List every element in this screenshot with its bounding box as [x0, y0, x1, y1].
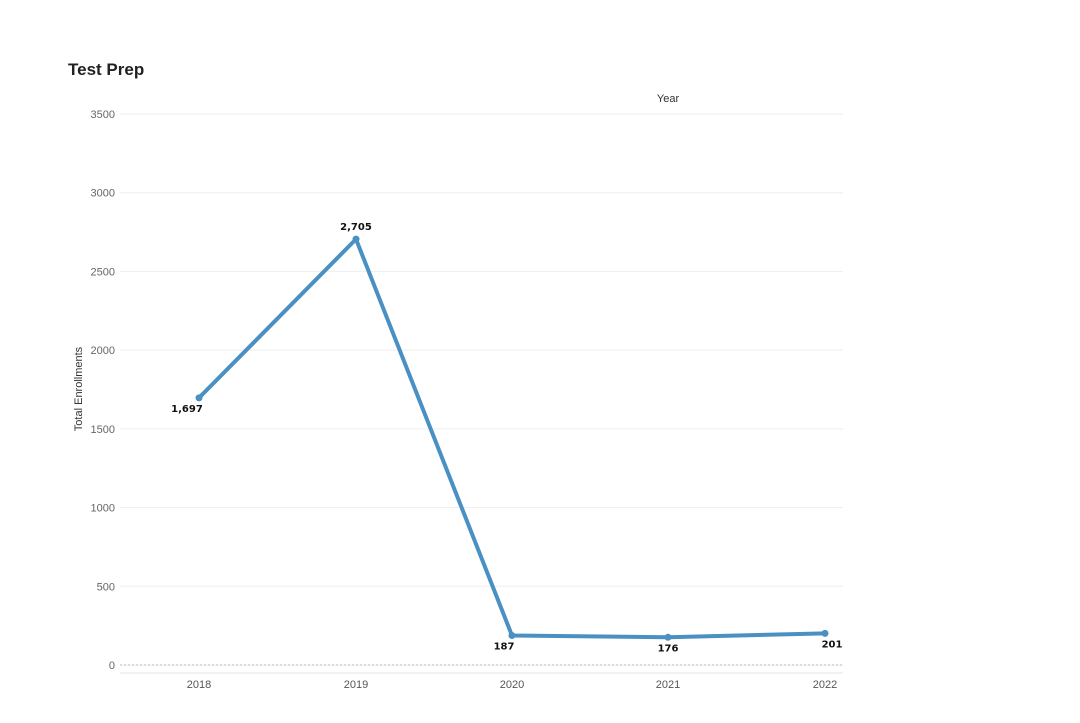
x-tick-label-2018: 2018	[187, 679, 211, 691]
data-point-2020[interactable]	[508, 632, 516, 640]
data-point-2018[interactable]	[195, 394, 203, 402]
series-line	[197, 237, 827, 640]
x-tick-label-2020: 2020	[500, 679, 524, 691]
data-point-2021[interactable]	[664, 633, 672, 641]
x-tick-label-2021: 2021	[656, 679, 680, 691]
y-axis-title: Total Enrollments	[73, 346, 85, 431]
x-tick-label-2022: 2022	[813, 679, 837, 691]
data-label-2018: 1,697	[171, 404, 203, 415]
data-point-2022[interactable]	[821, 629, 829, 637]
y-tick-label: 2000	[91, 345, 115, 357]
data-label-2020: 187	[494, 642, 515, 653]
series-layer	[195, 235, 829, 641]
data-point-2019[interactable]	[352, 235, 360, 243]
data-labels: 1,697 2,705 187 176 201	[171, 222, 842, 654]
y-axis-ticks: 0 500 1000 1500 2000 2500 3000 3500	[91, 109, 115, 672]
data-label-2019: 2,705	[340, 222, 372, 233]
x-axis-title: Year	[657, 93, 680, 105]
data-label-2021: 176	[658, 643, 679, 654]
chart-title: Test Prep	[68, 60, 145, 79]
y-tick-label: 3500	[91, 109, 115, 121]
y-tick-label: 1500	[91, 424, 115, 436]
y-tick-label: 500	[97, 581, 115, 593]
gridlines	[120, 113, 843, 674]
data-label-2022: 201	[822, 639, 843, 650]
y-tick-label: 0	[109, 660, 115, 672]
x-tick-label-2019: 2019	[344, 679, 368, 691]
x-axis-ticks: 2018 2019 2020 2021 2022	[187, 679, 837, 691]
y-tick-label: 3000	[91, 188, 115, 200]
y-tick-label: 2500	[91, 266, 115, 278]
y-tick-label: 1000	[91, 503, 115, 515]
